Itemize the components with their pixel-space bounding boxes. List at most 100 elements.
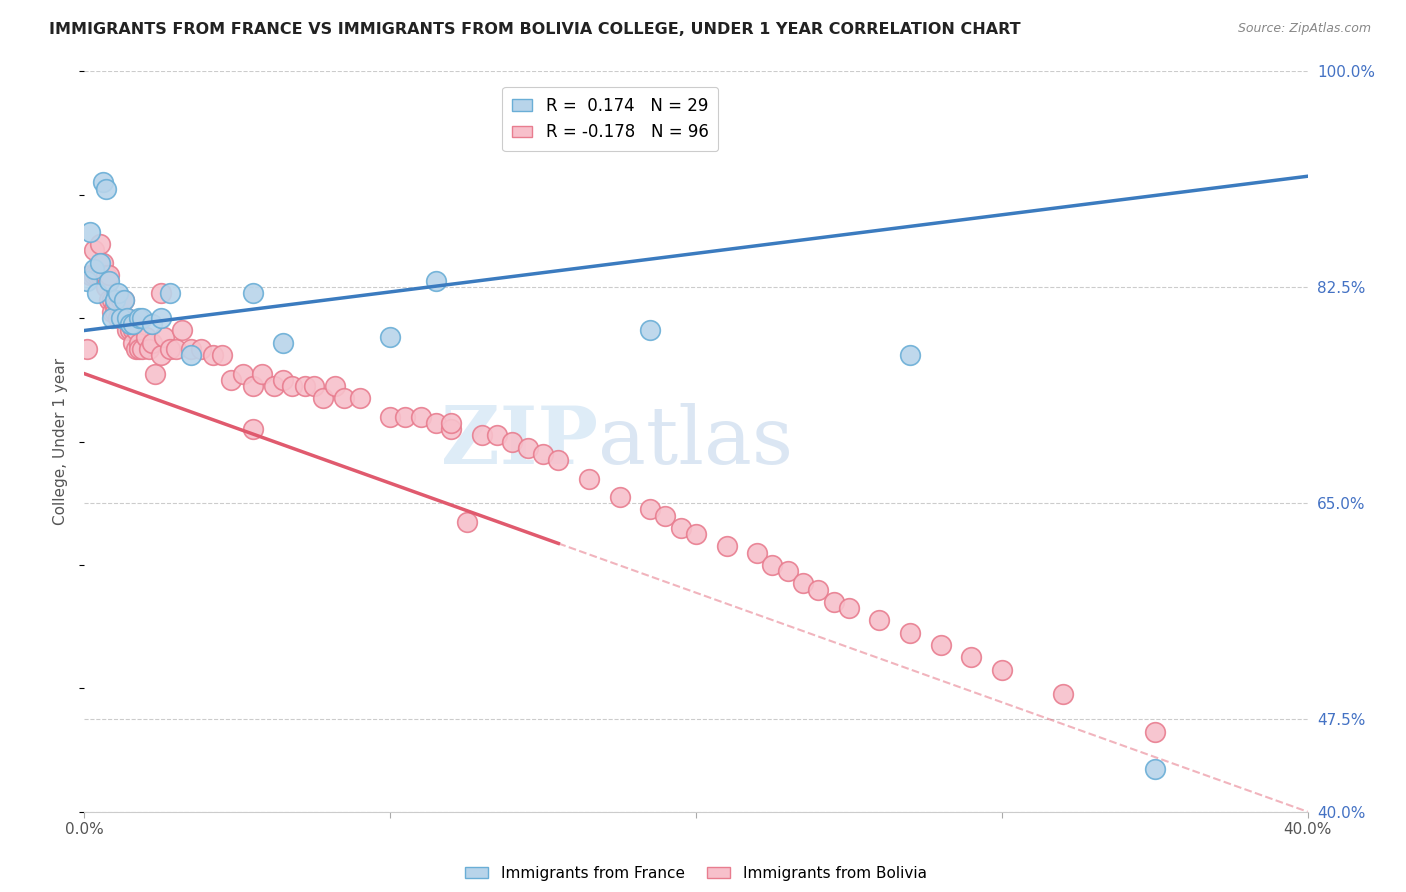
Point (898, 348, 921, 362)
Point (94, 181, 117, 195)
Point (89, 268, 111, 282)
Point (776, 564, 799, 578)
Point (165, 342, 187, 356)
Point (242, 286, 264, 301)
Point (654, 508, 676, 523)
Point (271, 373, 294, 387)
Point (180, 342, 202, 356)
Point (110, 311, 132, 326)
Point (143, 367, 166, 381)
Point (271, 335, 294, 350)
Point (838, 601, 860, 615)
Point (1143, 724, 1166, 739)
Point (101, 311, 124, 326)
Point (380, 329, 402, 343)
Point (547, 453, 569, 467)
Point (138, 342, 160, 356)
Point (153, 329, 176, 343)
Point (120, 324, 142, 338)
Point (131, 342, 153, 356)
Point (211, 348, 233, 362)
Point (120, 318, 142, 332)
Point (747, 546, 769, 560)
Point (960, 650, 983, 665)
Point (929, 638, 952, 652)
Point (128, 311, 150, 326)
Point (107, 286, 129, 301)
Point (180, 348, 202, 362)
Point (141, 335, 163, 350)
Point (440, 416, 463, 430)
Point (104, 305, 127, 319)
Point (107, 311, 129, 326)
Point (685, 527, 707, 541)
Point (281, 379, 304, 393)
Point (638, 502, 661, 516)
Point (97, 274, 120, 288)
Point (125, 342, 148, 356)
Point (86, 268, 108, 282)
Point (394, 409, 416, 424)
Point (94, 280, 117, 294)
Point (486, 428, 509, 442)
Point (149, 311, 172, 326)
Legend: Immigrants from France, Immigrants from Bolivia: Immigrants from France, Immigrants from … (460, 860, 932, 888)
Point (440, 422, 463, 436)
Point (669, 521, 692, 535)
Y-axis label: College, Under 1 year: College, Under 1 year (53, 358, 69, 525)
Point (112, 311, 135, 326)
Point (149, 348, 172, 362)
Point (823, 595, 845, 609)
Point (128, 335, 150, 350)
Point (807, 582, 830, 597)
Point (135, 329, 157, 343)
Point (128, 342, 150, 356)
Point (1052, 688, 1074, 702)
Point (1143, 762, 1166, 776)
Point (232, 367, 254, 381)
Point (91, 255, 114, 269)
Point (869, 614, 891, 628)
Point (159, 342, 181, 356)
Point (578, 471, 600, 485)
Point (115, 311, 138, 326)
Point (333, 392, 356, 406)
Point (89, 255, 111, 269)
Point (409, 409, 432, 424)
Point (125, 324, 148, 338)
Point (349, 392, 371, 406)
Point (76, 342, 98, 356)
Point (97, 268, 120, 282)
Point (86, 286, 108, 301)
Point (242, 422, 264, 436)
Point (456, 515, 478, 529)
Point (120, 318, 142, 332)
Point (471, 428, 494, 442)
Point (898, 625, 921, 640)
Point (201, 348, 224, 362)
Point (115, 311, 138, 326)
Point (101, 305, 124, 319)
Point (159, 286, 181, 301)
Point (122, 318, 145, 332)
Point (149, 286, 172, 301)
Point (219, 373, 242, 387)
Point (380, 409, 402, 424)
Point (792, 576, 814, 591)
Text: Source: ZipAtlas.com: Source: ZipAtlas.com (1237, 22, 1371, 36)
Point (91, 175, 114, 189)
Point (97, 293, 120, 307)
Point (110, 293, 132, 307)
Point (131, 311, 153, 326)
Point (502, 434, 524, 449)
Point (83, 244, 105, 258)
Point (107, 299, 129, 313)
Point (91, 268, 114, 282)
Point (122, 335, 145, 350)
Point (101, 293, 124, 307)
Point (112, 293, 135, 307)
Point (89, 237, 111, 252)
Point (83, 261, 105, 276)
Point (79, 225, 101, 239)
Point (112, 293, 135, 307)
